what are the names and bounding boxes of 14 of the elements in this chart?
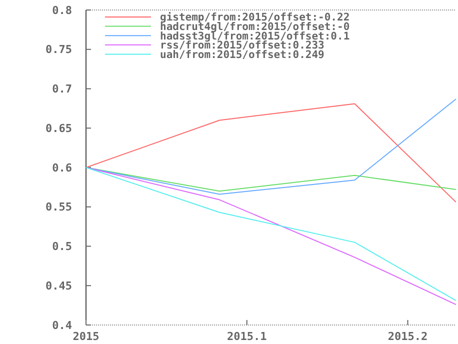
y-tick-label: 0.8: [52, 4, 72, 17]
legend-label: hadsst3gl/from:2015/offset:0.1: [160, 30, 350, 42]
y-tick-label: 0.6: [52, 161, 72, 174]
y-tick-label: 0.7: [52, 82, 72, 96]
y-tick-label: 0.75: [46, 43, 72, 56]
y-tick-label: 0.45: [46, 279, 72, 292]
y-tick-label: 0.5: [52, 240, 72, 254]
y-tick-label: 0.4: [52, 318, 72, 332]
y-tick-label: 0.55: [46, 200, 72, 214]
x-tick-label: 2015.2: [388, 330, 428, 343]
legend-label: uah/from:2015/offset:0.249: [160, 48, 324, 61]
y-tick-label: 0.65: [46, 122, 72, 135]
x-tick-label: 2015: [72, 330, 100, 343]
x-tick-label: 2015.1: [226, 330, 268, 343]
